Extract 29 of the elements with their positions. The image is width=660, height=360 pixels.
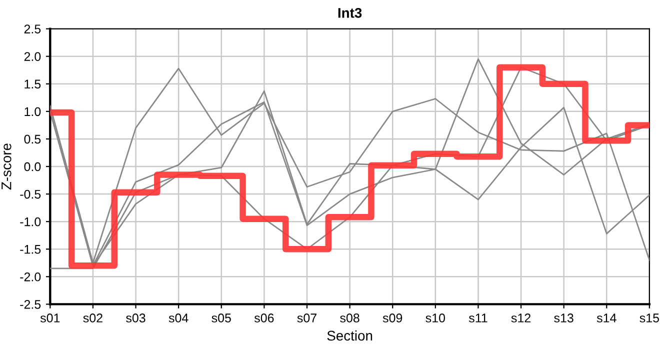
x-tick-label: s04 (168, 314, 188, 322)
x-tick-label: s14 (596, 314, 616, 322)
y-tick-label: -2.5 (20, 300, 41, 309)
y-tick-label: -1.5 (20, 245, 41, 254)
x-tick-label: s10 (426, 314, 445, 322)
y-tick-label: 2.5 (24, 24, 41, 34)
y-tick-label: -2.0 (20, 272, 41, 282)
x-tick-label: s15 (640, 314, 659, 322)
chart-title: Int3 (338, 8, 362, 18)
x-tick-label: s13 (554, 314, 574, 322)
y-tick-label: 0.5 (24, 134, 41, 144)
x-tick-label: s06 (254, 314, 274, 322)
y-tick-label: -0.5 (20, 190, 41, 199)
x-axis-title: Section (327, 330, 372, 341)
y-tick-label: 0.0 (24, 162, 41, 172)
x-tick-label: s05 (212, 314, 231, 322)
y-tick-label: -1.0 (20, 217, 41, 226)
x-tick-label: s08 (340, 314, 360, 322)
y-tick-label: 2.0 (24, 52, 41, 61)
y-tick-label: 1.0 (24, 107, 41, 116)
x-tick-label: s02 (83, 314, 102, 322)
y-tick-label: 1.5 (24, 80, 41, 89)
x-tick-label: s11 (468, 314, 488, 322)
x-tick-label: s12 (511, 314, 530, 322)
x-tick-label: s07 (297, 314, 316, 322)
x-tick-label: s01 (40, 314, 60, 322)
x-tick-label: s09 (382, 314, 402, 322)
y-axis-title: Z-score (2, 144, 12, 190)
x-tick-label: s03 (126, 314, 146, 322)
